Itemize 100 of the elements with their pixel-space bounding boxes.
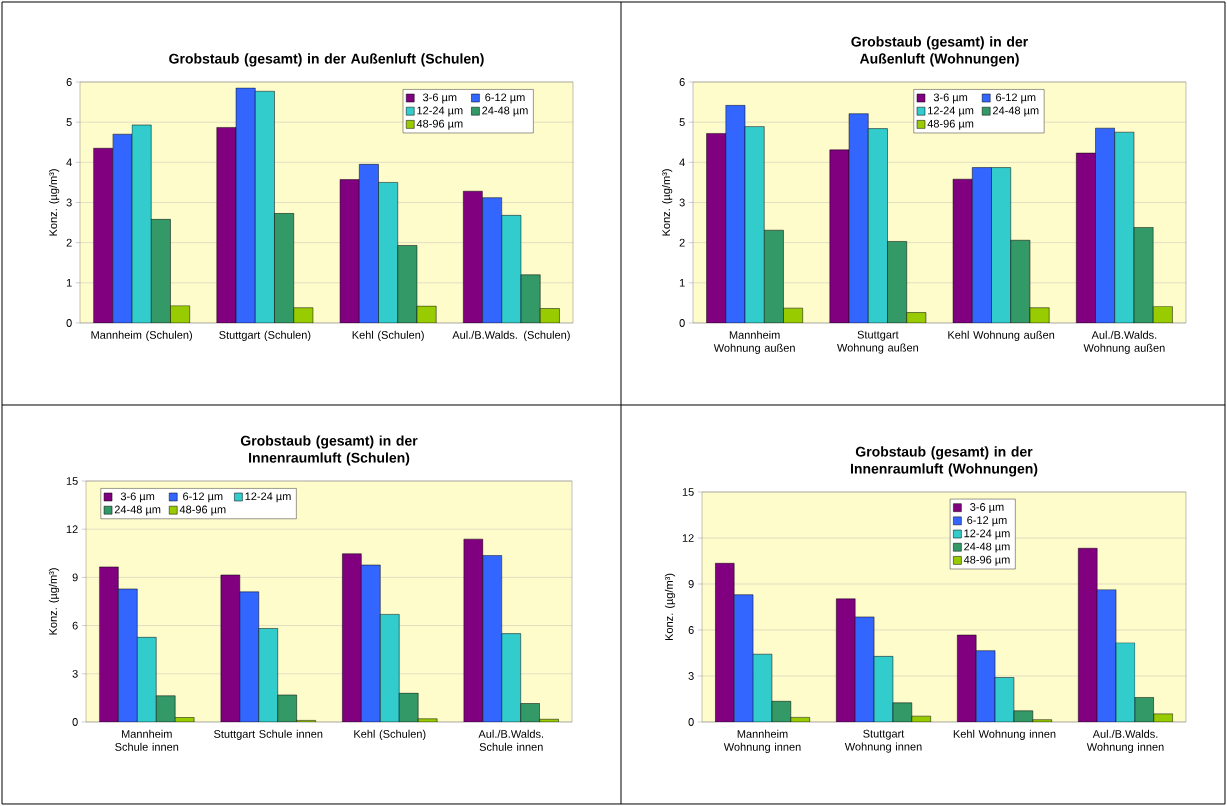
legend-label: 48-96 µm (416, 119, 463, 130)
y-tick-label: 3 (66, 198, 72, 207)
x-tick-label: Stuttgart Schule innen (214, 729, 323, 741)
bar (216, 127, 237, 323)
bar (991, 167, 1011, 323)
y-tick-label: 6 (679, 78, 685, 86)
legend-label: 12-24 µm (245, 492, 291, 503)
x-tick-label: Mannheim Schule innen (115, 729, 179, 751)
legend-label: 6-12 µm (967, 516, 1007, 527)
x-tick-label: Stuttgart Wohnung innen (844, 729, 922, 753)
y-tick-label: 12 (66, 525, 78, 534)
y-tick-label: 0 (679, 319, 685, 327)
legend-label: 12-24 µm (417, 106, 463, 117)
x-tick-label: Aul./B.Walds. Schule innen (478, 729, 544, 751)
legend-label: 24-48 µm (482, 106, 528, 117)
bar (1114, 131, 1135, 323)
y-tick-label: 15 (682, 488, 694, 496)
y-tick-label: 12 (682, 534, 694, 542)
y-tick-label: 3 (72, 669, 78, 678)
bar (463, 191, 483, 323)
bar (501, 633, 521, 722)
bar (339, 179, 360, 323)
bar (1095, 127, 1116, 323)
y-tick-label: 5 (66, 118, 72, 126)
legend-label: 6-12 µm (183, 492, 223, 503)
legend-label: 24-48 µm (114, 505, 161, 516)
x-tick-label: Kehl (Schulen) (352, 330, 424, 342)
x-tick-label: Kehl Wohnung außen (948, 330, 1055, 342)
bar (972, 167, 992, 323)
legend-label: 24-48 µm (964, 542, 1010, 553)
y-tick-label: 9 (688, 580, 694, 588)
y-tick-label: 4 (66, 158, 72, 167)
bar (1010, 240, 1031, 323)
bar (957, 634, 977, 722)
bar (137, 637, 157, 722)
legend-label: 48-96 µm (963, 555, 1010, 566)
bar (361, 564, 381, 722)
legend-label: 6-12 µm (996, 93, 1036, 104)
bar (725, 105, 746, 323)
legend-label: 48-96 µm (927, 119, 974, 130)
y-tick-label: 0 (66, 319, 72, 327)
y-tick-label: 5 (679, 118, 685, 126)
y-axis-title: Konz. (µg/m³) (661, 169, 673, 236)
y-tick-label: 4 (679, 158, 685, 167)
chart-title: Grobstaub (gesamt) in der Innenraumluft (Wohnungen) (850, 446, 1038, 477)
x-tick-label: Kehl (Schulen) (354, 729, 426, 741)
y-tick-label: 1 (66, 279, 72, 287)
legend-label: 12-24 µm (928, 106, 974, 117)
legend-label: 3-6 µm (120, 492, 155, 503)
bar (99, 566, 119, 722)
y-tick-label: 2 (679, 238, 685, 247)
x-tick-label: Stuttgart Wohnung außen (837, 330, 919, 354)
legend-label: 24-48 µm (992, 106, 1039, 117)
bar (887, 241, 907, 323)
bar (118, 588, 138, 722)
bar (482, 555, 503, 722)
bar (258, 628, 278, 722)
bar (715, 563, 735, 722)
y-axis-title: Konz. (µg/m³) (48, 568, 60, 635)
y-tick-label: 3 (688, 672, 694, 680)
x-tick-label: Aul./B.Walds. (Schulen) (452, 330, 570, 342)
legend-label: 48-96 µm (179, 505, 226, 516)
chart-title: Grobstaub (gesamt) in der Außenluft (Schulen) (169, 53, 484, 67)
x-tick-label: Kehl Wohnung innen (953, 729, 1056, 741)
legend-label: 6-12 µm (485, 93, 525, 104)
bar (836, 598, 856, 722)
chart-title: Grobstaub (gesamt) in der Innenraumluft (Schulen) (240, 435, 418, 466)
bar (235, 87, 256, 323)
bar (93, 148, 114, 323)
y-tick-label: 6 (66, 78, 72, 86)
bar (380, 614, 400, 722)
legend-label: 3-6 µm (933, 93, 968, 104)
y-axis-title: Konz. (µg/m³) (48, 169, 60, 236)
y-axis-title: Konz. (µg/m³) (664, 573, 676, 641)
bar (763, 229, 784, 323)
bar (868, 128, 888, 323)
bar (239, 591, 260, 722)
y-tick-label: 9 (72, 573, 78, 582)
legend-label: 3-6 µm (423, 93, 457, 104)
bar (359, 164, 379, 323)
bar (482, 197, 503, 323)
bar (1078, 548, 1098, 722)
bar (744, 126, 765, 323)
y-tick-label: 2 (66, 238, 72, 247)
bar (342, 553, 362, 722)
y-tick-label: 6 (72, 621, 78, 630)
x-tick-label: Aul./B.Walds. Wohnung innen (1086, 729, 1164, 754)
chart-title: Grobstaub (gesamt) in der Außenluft (Wohnungen) (851, 36, 1028, 67)
x-tick-label: Aul./B.Walds. Wohnung außen (1083, 330, 1165, 355)
y-tick-label: 0 (72, 718, 78, 726)
bar (848, 113, 869, 323)
x-tick-label: Mannheim Wohnung innen (723, 729, 801, 754)
y-tick-label: 0 (688, 718, 694, 726)
legend-label: 3-6 µm (970, 503, 1004, 514)
bar (1133, 227, 1154, 323)
y-tick-label: 15 (66, 477, 78, 485)
bar (112, 133, 133, 323)
x-tick-label: Mannheim (Schulen) (91, 330, 192, 342)
y-tick-label: 3 (679, 198, 685, 207)
x-tick-label: Stuttgart (Schulen) (219, 330, 311, 342)
